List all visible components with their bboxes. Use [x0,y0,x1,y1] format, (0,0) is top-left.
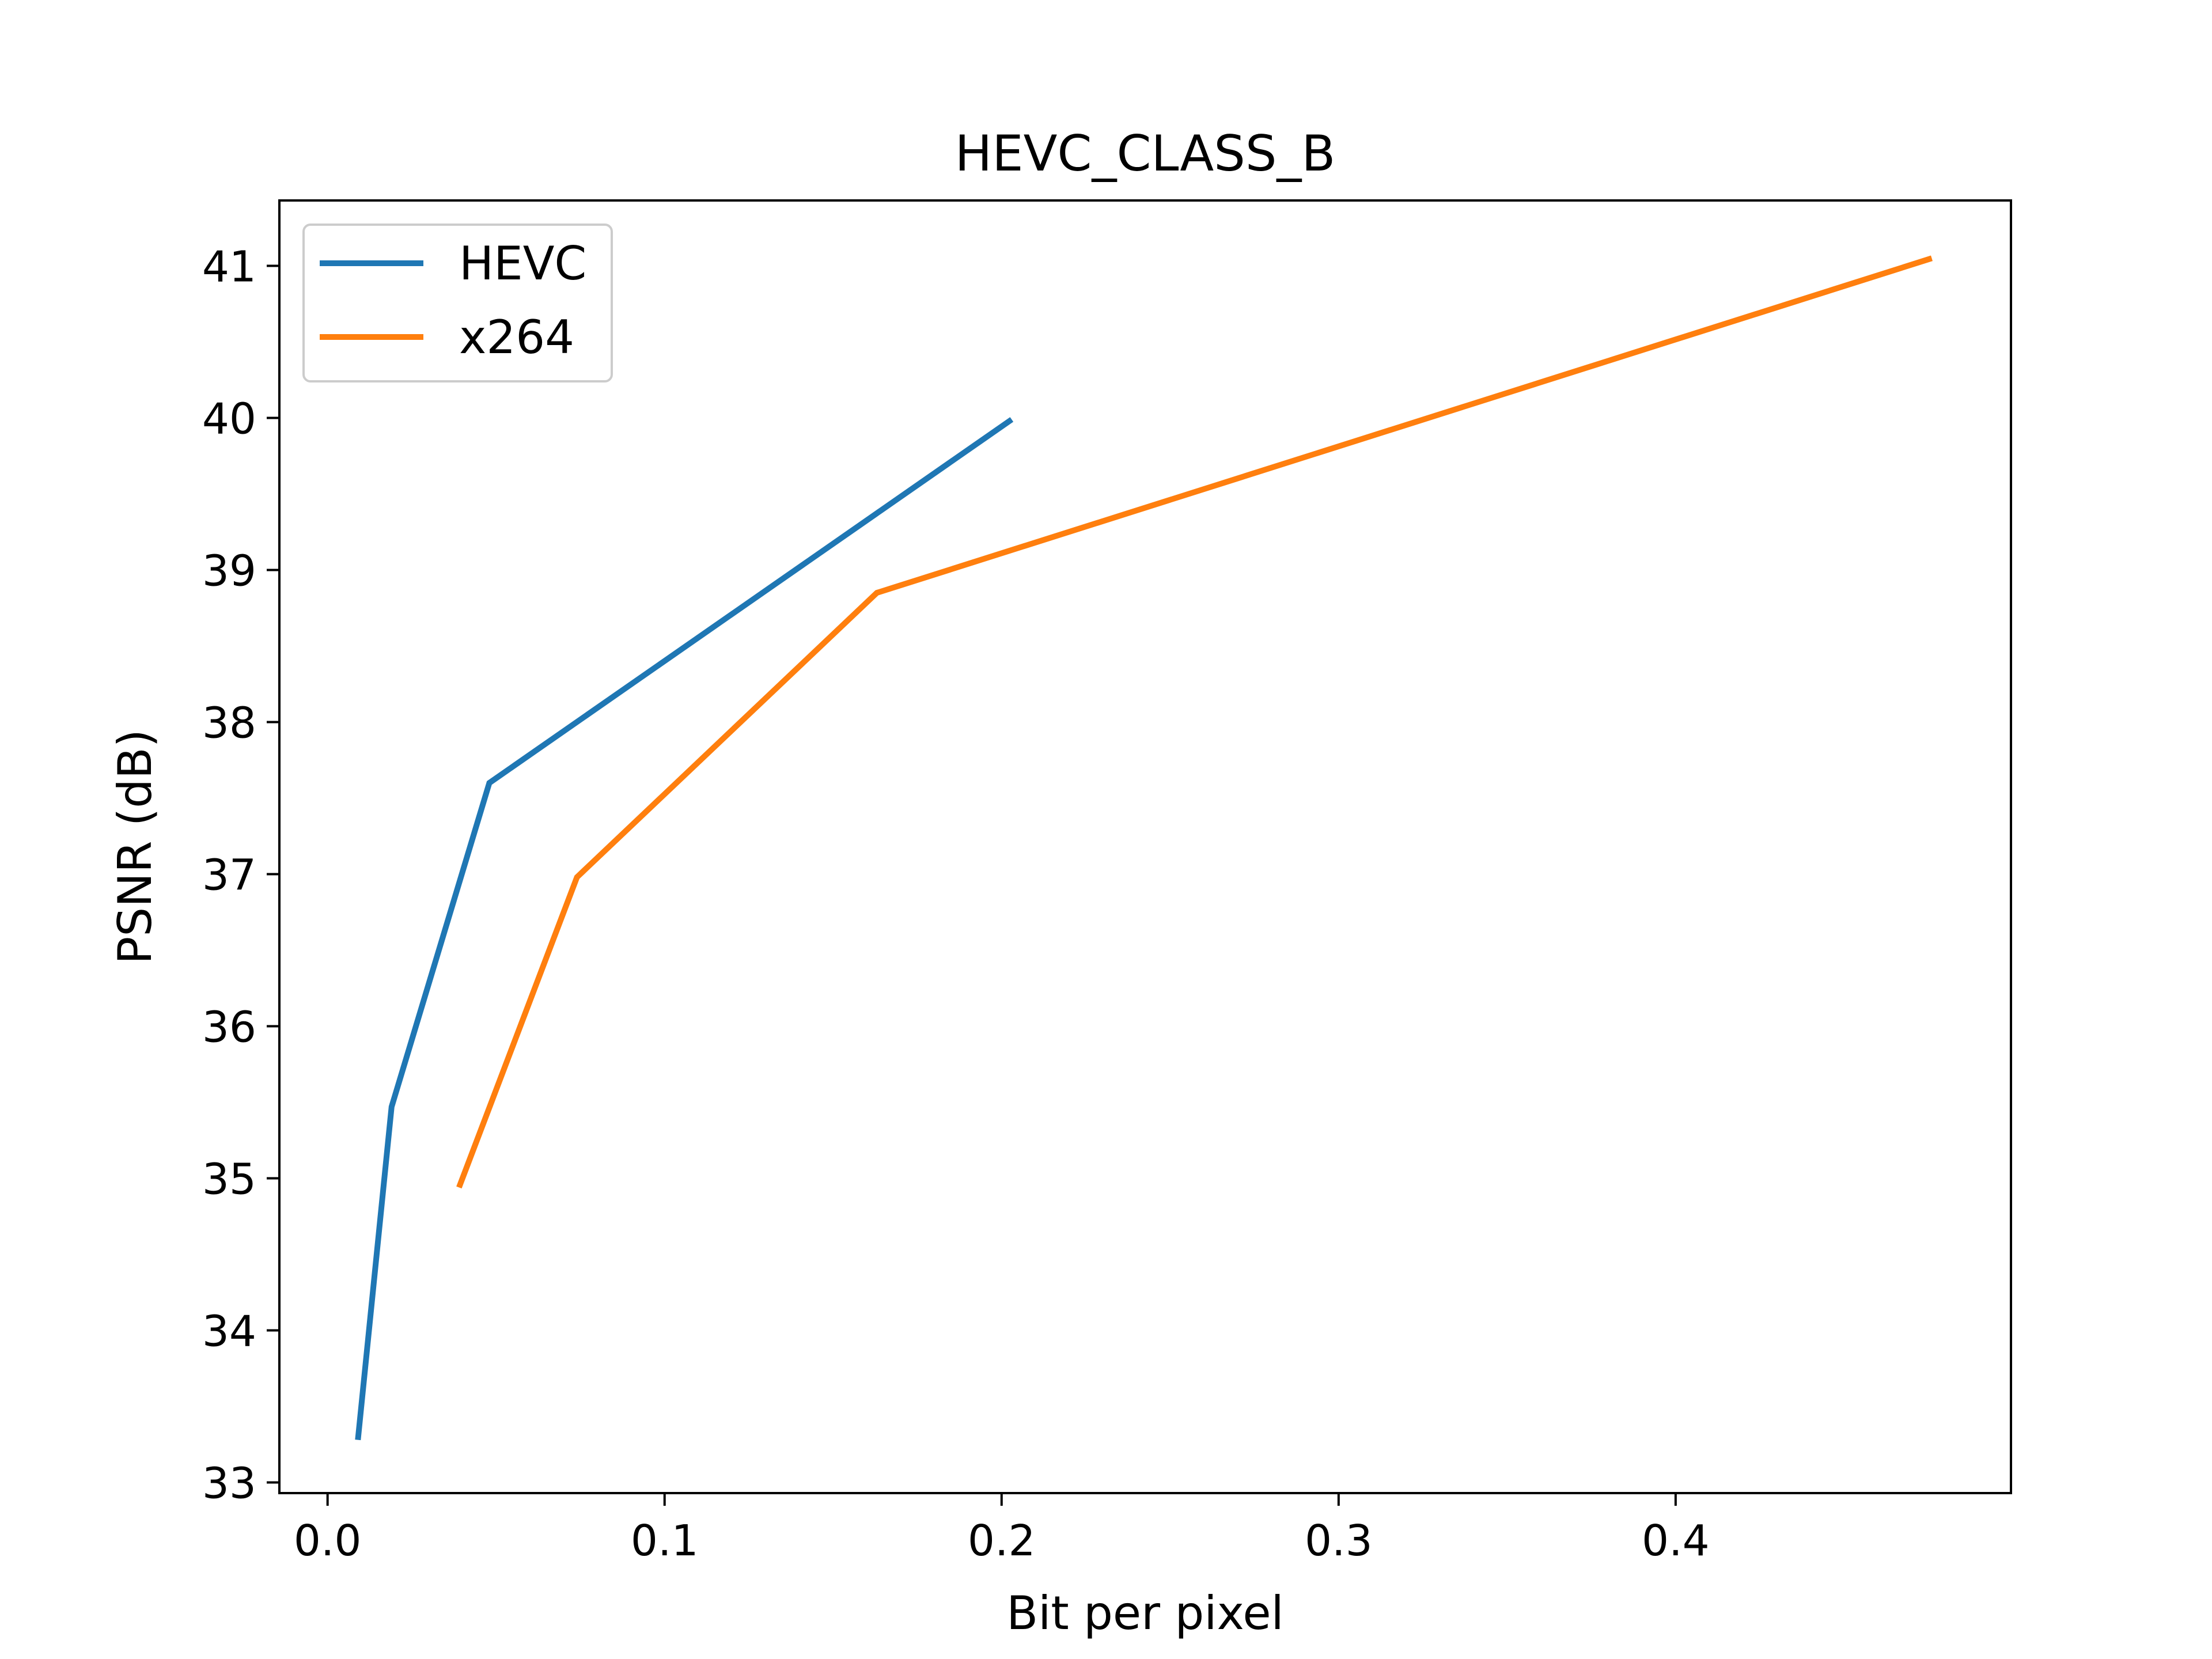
y-tick-label: 33 [202,1459,256,1509]
series-lines [355,255,1933,1441]
x-tick-label: 0.2 [968,1516,1036,1566]
x-tick-label: 0.4 [1642,1516,1710,1566]
legend-label-hevc: HEVC [459,237,586,290]
y-tick-label: 38 [202,699,256,748]
plot-frame [278,199,2012,1494]
y-axis-label: PSNR (dB) [108,729,162,964]
legend: HEVC x264 [302,224,613,382]
y-tick-label: 37 [202,851,256,900]
y-tick-label: 39 [202,547,256,596]
series-line-hevc [355,417,1014,1441]
x-tick-label: 0.3 [1305,1516,1373,1566]
y-tick-label: 35 [202,1155,256,1205]
x-axis-label: Bit per pixel [1006,1586,1284,1640]
x-tick-label: 0.1 [631,1516,699,1566]
series-line-x264 [456,255,1933,1189]
y-axis-ticks: 33 34 35 36 37 38 39 40 41 [202,243,279,1509]
y-tick-label: 40 [202,395,256,444]
x-axis-ticks: 0.0 0.1 0.2 0.3 0.4 [294,1493,1710,1566]
y-tick-label: 34 [202,1307,256,1357]
y-tick-label: 36 [202,1003,256,1052]
plot-area [278,199,2012,1494]
chart-title: HEVC_CLASS_B [955,125,1336,183]
y-tick-label: 41 [202,243,256,292]
x-tick-label: 0.0 [294,1516,362,1566]
legend-label-x264: x264 [459,310,574,364]
